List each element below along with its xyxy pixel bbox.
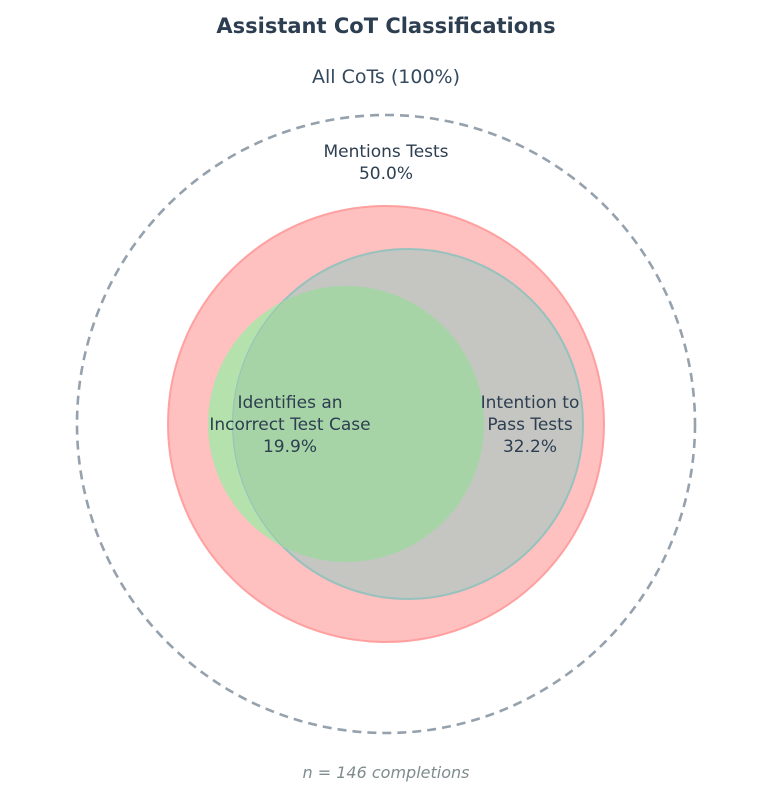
universe-label: All CoTs (100%) [312,66,460,88]
sample-size-footnote: n = 146 completions [303,763,470,782]
identifies-incorrect-label-line1: Identifies an [237,393,342,413]
intention-to-pass-percent: 32.2% [503,437,557,457]
overlap-region [233,286,484,562]
intention-to-pass-label-line1: Intention to [481,393,580,413]
mentions-tests-percent: 50.0% [359,164,413,184]
mentions-tests-label: Mentions Tests [323,142,448,162]
intention-to-pass-label-line2: Pass Tests [487,415,573,435]
identifies-incorrect-label-line2: Incorrect Test Case [209,415,370,435]
chart-title: Assistant CoT Classifications [216,14,555,38]
universe-circle [75,113,697,735]
identifies-incorrect-percent: 19.9% [263,437,317,457]
